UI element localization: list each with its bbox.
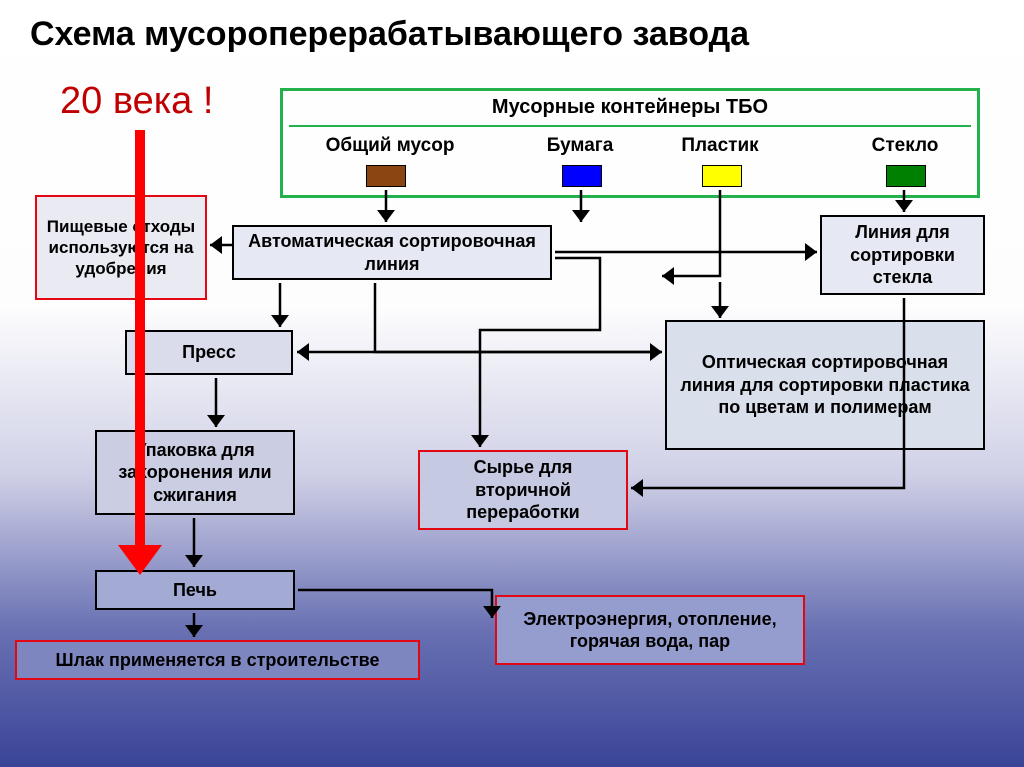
- box-energy: Электроэнергия, отопление, горячая вода,…: [495, 595, 805, 665]
- swatch-3: [886, 165, 926, 187]
- containers-header: Мусорные контейнеры ТБО: [283, 95, 977, 120]
- swatch-2: [702, 165, 742, 187]
- box-optical: Оптическая сортировочная линия для сорти…: [665, 320, 985, 450]
- box-glass-sort: Линия для сортировки стекла: [820, 215, 985, 295]
- box-raw: Сырье для вторичной переработки: [418, 450, 628, 530]
- box-furnace: Печь: [95, 570, 295, 610]
- box-press: Пресс: [125, 330, 293, 375]
- diagram-title: Схема мусороперерабатывающего завода: [30, 15, 749, 54]
- col-label-3: Стекло: [845, 135, 965, 157]
- box-food-waste: Пищевые отходы используются на удобрения: [35, 195, 207, 300]
- box-package: Упаковка для захоронения или сжигания: [95, 430, 295, 515]
- swatch-0: [366, 165, 406, 187]
- col-label-2: Пластик: [660, 135, 780, 157]
- swatch-1: [562, 165, 602, 187]
- annotation-text: 20 века !: [60, 80, 213, 123]
- col-label-0: Общий мусор: [300, 135, 480, 157]
- col-label-1: Бумага: [525, 135, 635, 157]
- box-slag: Шлак применяется в строительстве: [15, 640, 420, 680]
- box-auto-sort: Автоматическая сортировочная линия: [232, 225, 552, 280]
